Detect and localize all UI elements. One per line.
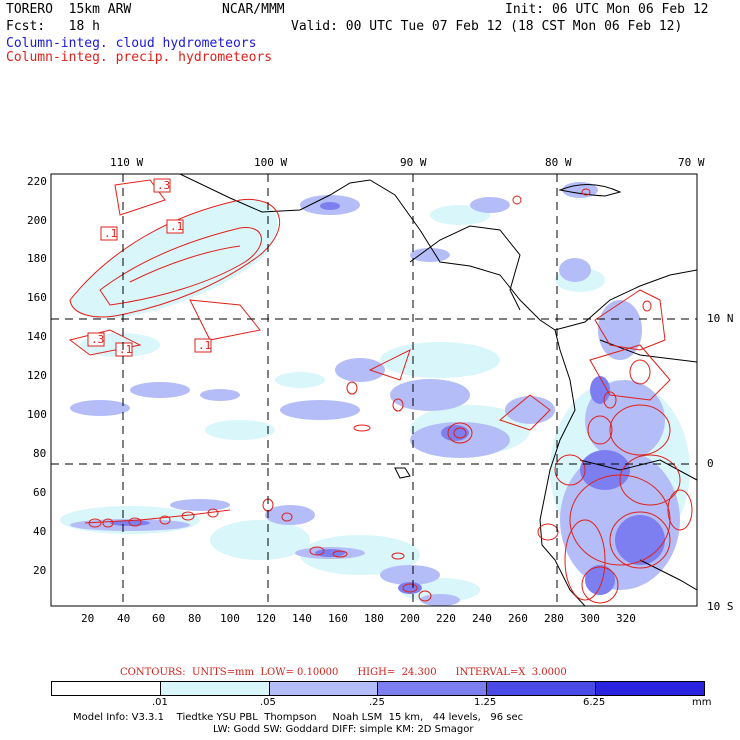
y-tick: 120 <box>27 369 47 382</box>
color-bar-segment <box>378 682 488 695</box>
color-bar-units: mm <box>692 697 712 708</box>
organization-label: NCAR/MMM <box>222 2 285 17</box>
color-bar-value: .05 <box>260 697 276 708</box>
color-bar-segment <box>52 682 161 695</box>
y-tick: 220 <box>27 175 47 188</box>
color-bar-value: 6.25 <box>583 697 606 708</box>
x-tick: 140 <box>292 612 312 625</box>
x-tick: 60 <box>152 612 166 625</box>
color-bar-value: .25 <box>369 697 385 708</box>
color-bar-segment <box>160 682 270 695</box>
model-info-physics: LW: Godd SW: Goddard DIFF: simple KM: 2D… <box>213 724 474 735</box>
y-tick: 100 <box>27 408 47 421</box>
x-tick: 240 <box>472 612 492 625</box>
color-bar-segment <box>487 682 597 695</box>
color-bar-value: 1.25 <box>474 697 497 708</box>
x-tick: 100 <box>220 612 240 625</box>
lat-label: 10 S <box>707 600 734 613</box>
x-tick: 40 <box>117 612 131 625</box>
y-tick: 20 <box>33 564 47 577</box>
color-bar-segment <box>269 682 379 695</box>
valid-time: Valid: 00 UTC Tue 07 Feb 12 (18 CST Mon … <box>291 19 683 34</box>
contour-label: .3 <box>157 179 171 192</box>
contour-label: .1 <box>170 220 184 233</box>
y-tick: 140 <box>27 330 47 343</box>
map-frame <box>50 173 698 607</box>
x-tick: 160 <box>328 612 348 625</box>
contour-label: .1 <box>104 227 118 240</box>
lat-label: 10 N <box>707 312 734 325</box>
x-tick: 280 <box>544 612 564 625</box>
y-tick: 180 <box>27 252 47 265</box>
x-tick: 120 <box>256 612 276 625</box>
contour-label: .1 <box>119 343 133 356</box>
init-time: Init: 06 UTC Mon 06 Feb 12 <box>505 2 709 17</box>
x-tick: 200 <box>400 612 420 625</box>
y-tick: 160 <box>27 291 47 304</box>
lon-label: 80 W <box>545 156 572 169</box>
model-title: TORERO 15km ARW <box>6 2 132 17</box>
x-tick: 220 <box>436 612 456 625</box>
contour-label: .3 <box>91 333 105 346</box>
x-tick: 180 <box>364 612 384 625</box>
color-bar-segment <box>596 682 704 695</box>
contours-info: CONTOURS: UNITS=mm LOW= 0.10000 HIGH= 24… <box>120 667 567 678</box>
contour-label-boxes <box>87 178 212 357</box>
color-bar-value: .01 <box>152 697 168 708</box>
y-tick: 60 <box>33 486 47 499</box>
lon-label: 110 W <box>110 156 144 169</box>
x-tick: 320 <box>616 612 636 625</box>
lat-label: 0 <box>707 457 714 470</box>
coastline <box>179 174 697 606</box>
color-bar <box>51 681 705 696</box>
forecast-hour: Fcst: 18 h <box>6 19 100 34</box>
lon-label: 100 W <box>254 156 288 169</box>
field-precip-label: Column-integ. precip. hydrometeors <box>6 50 273 65</box>
lon-label: 90 W <box>400 156 427 169</box>
y-tick: 40 <box>33 525 47 538</box>
x-tick: 20 <box>81 612 95 625</box>
y-tick: 80 <box>33 447 47 460</box>
lon-label: 70 W <box>678 156 705 169</box>
x-tick: 300 <box>580 612 600 625</box>
lat-lon-grid <box>51 174 697 606</box>
precip-contours <box>68 179 693 604</box>
field-cloud-label: Column-integ. cloud hydrometeors <box>6 36 257 51</box>
x-tick: 80 <box>188 612 202 625</box>
contour-label: .1 <box>198 339 212 352</box>
cloud-shading-dark <box>110 202 665 595</box>
model-info: Model Info: V3.3.1 Tiedtke YSU PBL Thomp… <box>73 712 524 723</box>
x-tick: 260 <box>508 612 528 625</box>
y-tick: 200 <box>27 214 47 227</box>
